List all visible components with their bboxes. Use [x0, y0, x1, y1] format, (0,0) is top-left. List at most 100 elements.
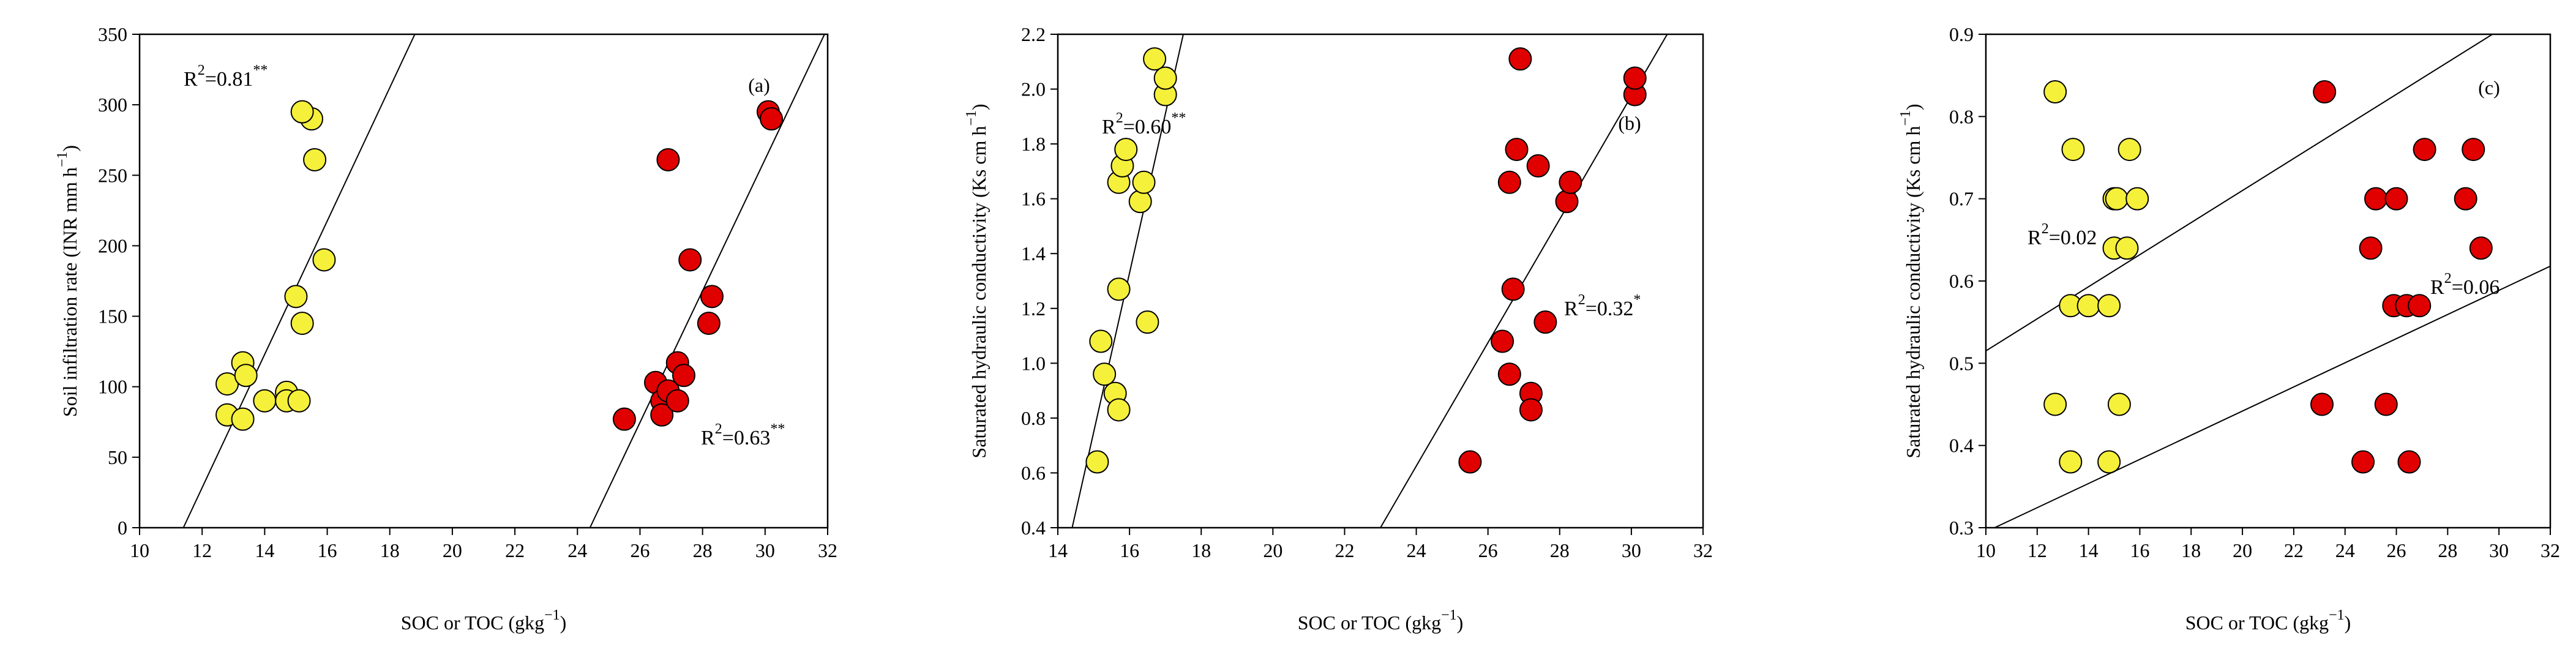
panel-label: (a): [748, 74, 770, 96]
x-tick-label: 28: [2438, 539, 2457, 561]
data-point: [1085, 450, 1109, 474]
data-point: [2097, 294, 2121, 318]
data-point: [231, 407, 255, 431]
y-tick-label: 0.9: [1949, 23, 1974, 45]
r-squared-annotation: R2=0.63**: [701, 421, 785, 449]
y-tick-label: 150: [98, 305, 127, 328]
data-point: [1136, 310, 1159, 334]
panel-a: 10 12 14 16 18 20 22 24 26 28 30 32 0 50 100 150 200 250 3…: [54, 23, 837, 634]
y-tick-label: 1.8: [1021, 133, 1046, 155]
data-point: [284, 285, 308, 309]
data-point: [656, 148, 680, 171]
data-point: [665, 389, 689, 413]
data-point: [760, 107, 784, 131]
data-point: [2105, 187, 2129, 211]
data-point: [2351, 450, 2375, 474]
y-tick-label: 0.6: [1949, 270, 1974, 292]
x-tick-label: 22: [1335, 539, 1354, 561]
y-tick-label: 2.2: [1021, 23, 1046, 45]
y-tick-label: 0.7: [1949, 188, 1974, 210]
y-tick-label: 2.0: [1021, 78, 1046, 100]
data-point: [1153, 66, 1177, 90]
data-point: [1458, 450, 1482, 474]
x-tick-label: 24: [1407, 539, 1426, 561]
data-point: [1107, 398, 1131, 422]
x-tick-label: 14: [255, 539, 274, 561]
x-tick-label: 18: [380, 539, 400, 561]
panel-b: 14 16 18 20 22 24 26 28 30 32 0.4 0.6 0.8 1.0 1.2 1.4 1.…: [964, 23, 1713, 634]
panel-label: (c): [2478, 77, 2500, 99]
data-point: [1508, 47, 1532, 71]
data-point: [1555, 190, 1579, 214]
x-tick-label: 14: [2079, 539, 2099, 561]
data-point: [2413, 138, 2436, 162]
data-point: [2374, 392, 2398, 416]
data-point: [1623, 66, 1647, 90]
data-point: [1497, 362, 1521, 386]
data-point: [2384, 187, 2408, 211]
data-point: [678, 248, 702, 272]
x-tick-label: 10: [1976, 539, 1996, 561]
x-tick-label: 18: [2181, 539, 2201, 561]
y-tick-label: 1.2: [1021, 298, 1046, 320]
data-point: [2364, 187, 2388, 211]
regression-line: [1380, 34, 1668, 528]
y-tick-label: 50: [108, 446, 127, 468]
data-point: [1143, 47, 1167, 71]
regression-line: [589, 34, 825, 528]
x-tick-label: 26: [1478, 539, 1498, 561]
panel-c: 10 12 14 16 18 20 22 24 26 28 30 32 0.3 0.4 0.5 0.6 0.7 0…: [1898, 23, 2560, 634]
y-tick-label: 0.5: [1949, 352, 1974, 374]
data-point: [253, 389, 277, 413]
y-tick-label: 1.0: [1021, 352, 1046, 374]
x-tick-label: 30: [1622, 539, 1641, 561]
x-tick-label: 14: [1048, 539, 1068, 561]
y-axis-label: Saturated hydraulic conductivity (Ks cm …: [1898, 103, 1924, 458]
x-axis-label: SOC or TOC (gkg−1): [1298, 607, 1464, 634]
data-point: [1132, 170, 1156, 194]
data-point: [1491, 329, 1515, 353]
x-axis-label: SOC or TOC (gkg−1): [2185, 607, 2351, 634]
y-tick-label: 0.3: [1949, 517, 1974, 539]
r-squared-annotation: R2=0.02: [2027, 221, 2097, 249]
x-tick-label: 16: [2130, 539, 2149, 561]
y-tick-label: 0.6: [1021, 462, 1046, 484]
data-point: [2117, 138, 2141, 162]
y-tick-label: 1.4: [1021, 242, 1046, 264]
data-point: [303, 148, 327, 171]
data-point: [1093, 362, 1117, 386]
plot-frame: [1057, 33, 1704, 529]
r-squared-annotation: R2=0.32*: [1564, 292, 1641, 320]
r-squared-annotation: R2=0.81**: [184, 62, 268, 91]
data-point: [2097, 450, 2121, 474]
y-tick-label: 350: [98, 23, 127, 45]
x-tick-label: 16: [318, 539, 337, 561]
y-tick-label: 200: [98, 234, 127, 257]
x-tick-label: 20: [1263, 539, 1282, 561]
y-tick-label: 0: [118, 517, 127, 539]
data-point: [2061, 138, 2085, 162]
data-point: [1501, 277, 1525, 301]
data-point: [2313, 80, 2337, 104]
x-tick-label: 16: [1120, 539, 1139, 561]
data-point: [2115, 236, 2139, 260]
data-point: [1128, 190, 1152, 214]
x-tick-label: 20: [2233, 539, 2252, 561]
data-point: [1526, 154, 1550, 178]
data-point: [287, 389, 311, 413]
data-point: [2059, 450, 2083, 474]
x-tick-label: 22: [2284, 539, 2304, 561]
regression-line: [1993, 265, 2550, 528]
y-tick-label: 0.8: [1949, 105, 1974, 127]
y-axis-label: Soil infiltration rate (INR mm h−1): [54, 145, 81, 417]
x-tick-label: 30: [2489, 539, 2509, 561]
x-tick-label: 12: [2027, 539, 2047, 561]
data-point: [612, 407, 636, 431]
data-point: [1107, 277, 1131, 301]
data-point: [700, 285, 724, 309]
x-tick-label: 20: [443, 539, 462, 561]
x-tick-label: 30: [755, 539, 775, 561]
x-axis-label: SOC or TOC (gkg−1): [401, 607, 567, 634]
x-tick-label: 22: [505, 539, 525, 561]
